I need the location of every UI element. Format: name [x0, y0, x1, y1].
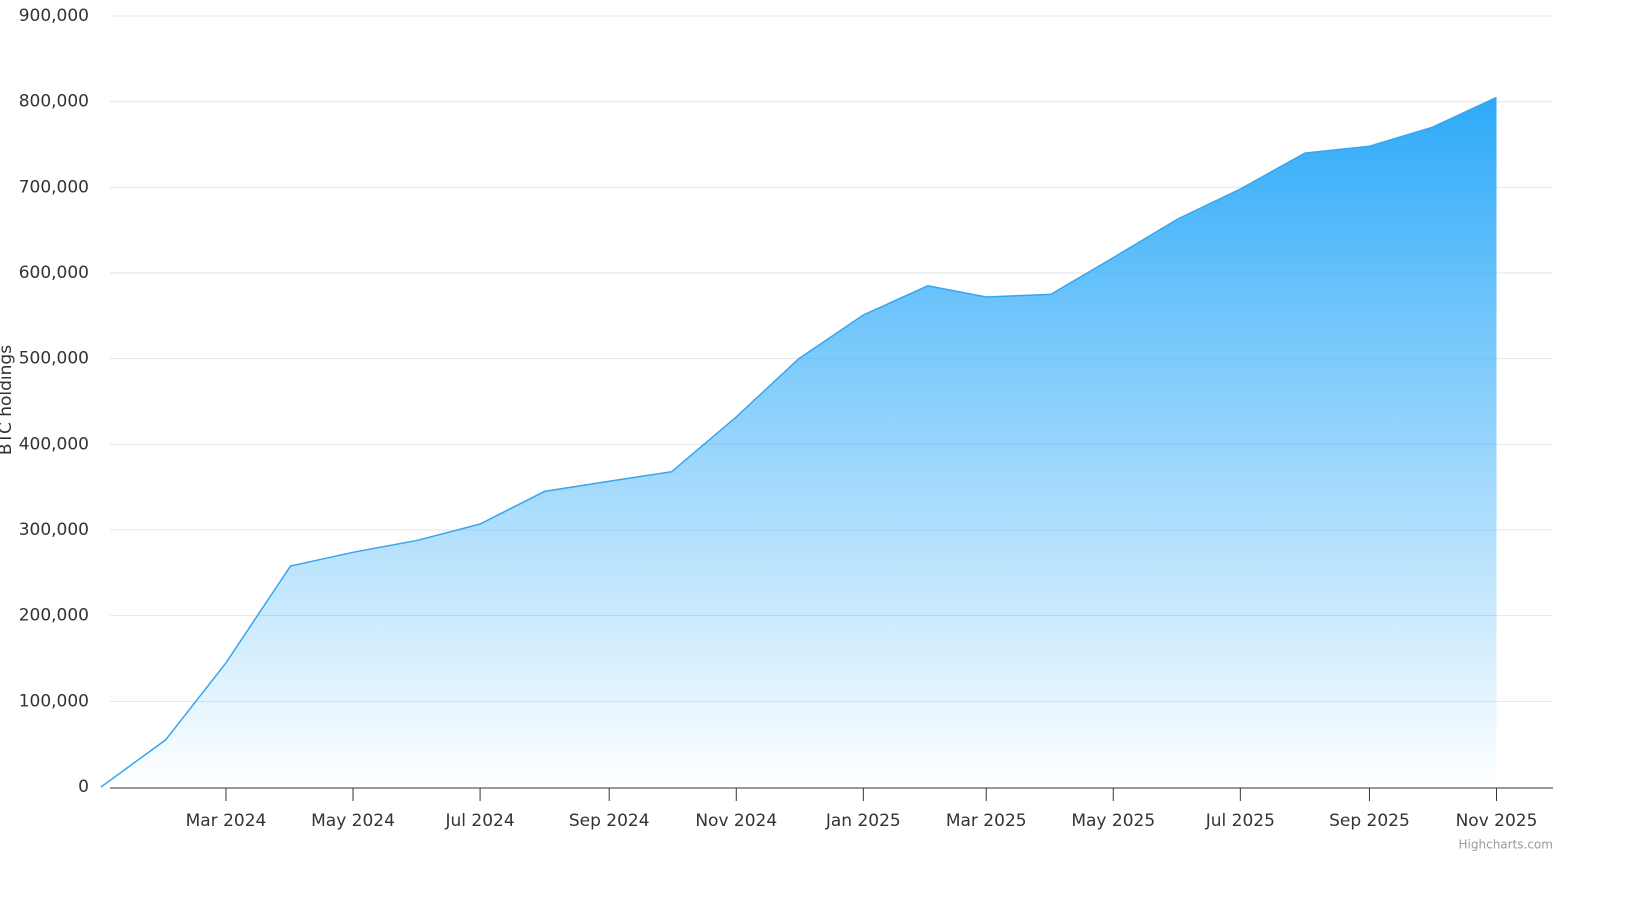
- x-tick-label: Sep 2024: [569, 811, 650, 831]
- x-tick-label: Mar 2025: [946, 811, 1027, 831]
- x-tick-label: Jul 2024: [444, 811, 514, 831]
- y-tick-label: 500,000: [19, 349, 89, 369]
- x-tick-label: May 2024: [311, 811, 395, 831]
- y-tick-label: 200,000: [19, 606, 89, 626]
- y-tick-label: 300,000: [19, 520, 89, 540]
- y-tick-label: 900,000: [19, 6, 89, 26]
- x-tick-label: Sep 2025: [1329, 811, 1410, 831]
- y-tick-label: 400,000: [19, 434, 89, 454]
- x-tick-label: Nov 2024: [695, 811, 777, 831]
- x-tick-label: Mar 2024: [186, 811, 267, 831]
- credit: Highcharts.com: [1459, 838, 1553, 852]
- x-tick-label: May 2025: [1071, 811, 1155, 831]
- x-tick-label: Jan 2025: [825, 811, 901, 831]
- y-tick-label: 600,000: [19, 263, 89, 283]
- y-tick-label: 700,000: [19, 177, 89, 197]
- x-tick-label: Jul 2025: [1205, 811, 1275, 831]
- y-axis-title: BTC holdings: [0, 345, 16, 455]
- x-tick-label: Nov 2025: [1456, 811, 1538, 831]
- area-fill: [101, 97, 1497, 787]
- area-line: [100, 96, 1497, 788]
- y-tick-label: 100,000: [19, 691, 89, 711]
- y-tick-label: 0: [78, 777, 89, 797]
- y-tick-label: 800,000: [19, 92, 89, 112]
